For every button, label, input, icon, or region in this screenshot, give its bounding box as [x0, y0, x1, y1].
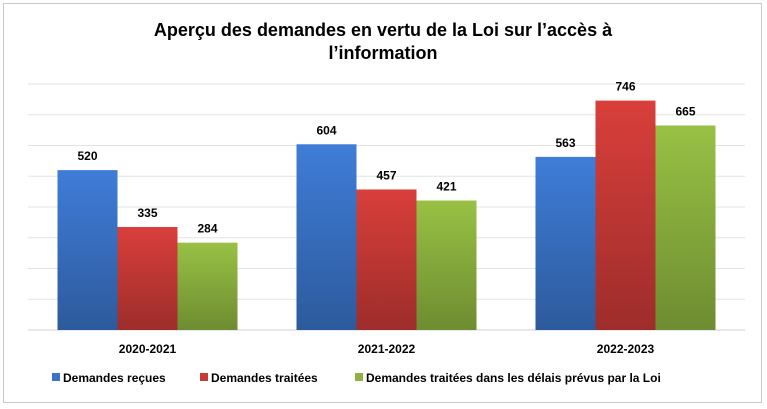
x-tick-label: 2022-2023	[597, 342, 655, 356]
data-label: 520	[77, 149, 97, 163]
bar	[416, 200, 477, 330]
bar	[655, 125, 716, 330]
x-tick-label: 2021-2022	[358, 342, 416, 356]
legend-label: Demandes traitées dans les délais prévus…	[366, 371, 661, 385]
bar	[177, 242, 238, 330]
legend-swatch	[52, 373, 60, 381]
legend-label: Demandes traitées	[211, 371, 318, 385]
data-label: 746	[615, 80, 635, 94]
legend-swatch	[355, 373, 363, 381]
bar	[296, 144, 357, 330]
data-label: 665	[675, 105, 695, 119]
legend: Demandes reçues Demandes traitées Demandes…	[52, 371, 661, 385]
data-labels: 520 335 284 604 457 421 563 746 665	[77, 80, 695, 236]
bar	[535, 156, 596, 330]
bar	[356, 189, 417, 330]
data-label: 563	[555, 136, 575, 150]
bar	[57, 170, 118, 330]
data-label: 421	[436, 180, 456, 194]
chart-title-line-1: Aperçu des demandes en vertu de la Loi s…	[154, 20, 613, 40]
data-label: 457	[376, 168, 396, 182]
data-label: 284	[197, 222, 217, 236]
bars	[57, 100, 716, 330]
data-label: 604	[316, 123, 336, 137]
chart-title-line-2: l’information	[329, 43, 438, 63]
bar	[595, 100, 656, 330]
data-label: 335	[137, 206, 157, 220]
legend-label: Demandes reçues	[63, 371, 166, 385]
bar	[117, 226, 178, 330]
legend-swatch	[200, 373, 208, 381]
x-tick-labels: 2020-2021 2021-2022 2022-2023	[119, 342, 655, 356]
x-tick-label: 2020-2021	[119, 342, 177, 356]
